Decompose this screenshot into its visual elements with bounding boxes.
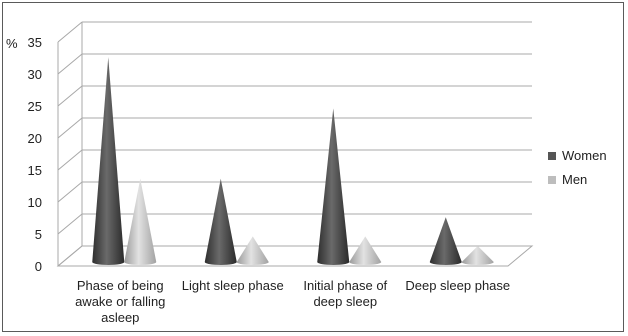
cone-body — [236, 236, 269, 265]
x-category-label: Initial phase of deep sleep — [303, 278, 387, 309]
x-category-line: deep sleep — [313, 294, 377, 309]
y-tick-label: 25 — [28, 99, 42, 114]
cone — [461, 246, 494, 265]
cone-body — [204, 178, 237, 265]
y-unit-label: % — [6, 36, 18, 51]
cone-series — [92, 57, 494, 266]
y-tick-label: 30 — [28, 67, 42, 82]
x-category-label: Phase of being awake or falling asleep — [75, 278, 165, 325]
x-category-label: Deep sleep phase — [405, 278, 510, 293]
legend-label: Women — [562, 148, 607, 163]
x-category-line: Phase of being — [77, 278, 164, 293]
gridline-side — [57, 181, 83, 203]
x-axis-labels: Phase of being awake or falling asleep Ligh… — [75, 278, 510, 325]
cone-body — [124, 178, 157, 265]
cone — [204, 178, 237, 265]
x-category-line: awake or falling — [75, 294, 165, 309]
cone — [124, 178, 157, 265]
y-tick-label: 0 — [35, 259, 42, 274]
gridline-side — [57, 21, 83, 43]
floor — [56, 245, 534, 267]
x-category-line: Deep sleep phase — [405, 278, 510, 293]
legend-swatch — [548, 176, 556, 184]
gridline-side — [57, 117, 83, 139]
x-category-line: Initial phase of — [303, 278, 387, 293]
cone-body — [461, 246, 494, 265]
gridline-side — [57, 53, 83, 75]
legend: Women Men — [548, 148, 607, 187]
legend-label: Men — [562, 172, 587, 187]
y-tick-label: 5 — [35, 227, 42, 242]
cone-body — [92, 57, 125, 266]
y-tick-label: 10 — [28, 195, 42, 210]
legend-swatch — [548, 152, 556, 160]
y-tick-label: 35 — [28, 35, 42, 50]
cone — [317, 108, 350, 266]
gridline-side — [57, 149, 83, 171]
cone — [92, 57, 125, 266]
grid — [56, 21, 534, 267]
x-category-line: asleep — [101, 310, 139, 325]
y-tick-label: 15 — [28, 163, 42, 178]
cone — [349, 236, 382, 265]
cone — [429, 217, 462, 265]
cone-body — [349, 236, 382, 265]
cone — [236, 236, 269, 265]
y-tick-label: 20 — [28, 131, 42, 146]
x-category-line: Light sleep phase — [182, 278, 284, 293]
y-axis-ticks: 0 5 10 15 20 25 30 35 — [28, 35, 42, 274]
cone-body — [317, 108, 350, 266]
gridline-side — [57, 85, 83, 107]
x-category-label: Light sleep phase — [182, 278, 284, 293]
gridline-side — [57, 213, 83, 235]
cone-body — [429, 217, 462, 265]
